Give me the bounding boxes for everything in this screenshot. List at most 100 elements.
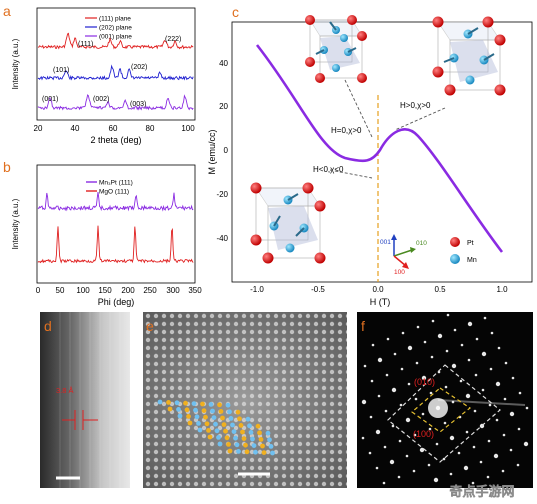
c-legend-pt: Pt	[467, 240, 474, 247]
f-diffraction-spot	[495, 418, 499, 422]
f-diffraction-spot	[401, 331, 405, 335]
panel-a-xticks: 20 40 60 80 100	[34, 124, 196, 133]
panel-b-frame	[36, 164, 196, 284]
f-diffraction-spot	[474, 373, 478, 377]
a-xtick-60: 60	[109, 124, 118, 133]
panel-a: a Intensity (a.u.) 20 40 60 80 100 2 the…	[3, 3, 196, 145]
f-diffraction-spot	[423, 340, 427, 344]
e-atom-marker	[224, 435, 230, 441]
e-atom-marker	[245, 416, 251, 422]
e-atom-marker	[251, 443, 257, 448]
f-diffraction-spot	[459, 379, 463, 383]
panel-a-frame	[36, 7, 196, 121]
e-atom-marker	[258, 437, 264, 442]
f-diffraction-spot	[473, 409, 477, 413]
f-diffraction-spot	[391, 424, 395, 428]
c-legend-mn-swatch	[450, 254, 460, 264]
e-atom-marker	[257, 430, 262, 436]
c-crystal-right	[432, 16, 506, 96]
f-diffraction-spot	[517, 427, 521, 431]
f-diffraction-spot	[407, 345, 413, 351]
a-xtick-80: 80	[146, 124, 155, 133]
f-diffraction-spot	[397, 475, 401, 479]
f-diffraction-spot	[449, 435, 455, 441]
panel-b-letter: b	[3, 159, 11, 175]
e-atom-marker	[243, 442, 248, 448]
c-annot-hpos: H>0,χ>0	[400, 101, 431, 110]
b-series-mgo	[37, 225, 194, 264]
e-atom-marker	[216, 435, 221, 440]
a-peak-202: (202)	[131, 64, 147, 71]
d-scale-label: 3.8 Å	[56, 386, 74, 395]
c-annot-hzero: H=0,χ>0	[331, 126, 362, 135]
f-diffraction-spot	[391, 387, 397, 393]
e-atom-marker	[221, 422, 227, 427]
c-ytick-m40: -40	[216, 234, 228, 243]
f-diffraction-spot	[384, 409, 388, 413]
b-xtick-300: 300	[166, 286, 180, 295]
f-center-beam	[428, 398, 448, 418]
e-atom-marker	[237, 416, 242, 422]
e-atom-marker	[174, 400, 180, 406]
panel-a-ylabel: Intensity (a.u.)	[11, 38, 20, 89]
f-diffraction-spot	[467, 321, 473, 327]
e-atom-marker	[253, 449, 258, 455]
f-diffraction-spot	[444, 385, 448, 389]
e-atom-marker	[244, 449, 250, 455]
f-diffraction-spot	[368, 451, 372, 455]
f-diffraction-spot	[369, 415, 373, 419]
f-diffraction-spot	[465, 430, 469, 434]
f-diffraction-spot	[460, 343, 464, 347]
panel-d-lattice	[59, 312, 121, 488]
f-diffraction-spot	[427, 463, 431, 467]
b-xtick-100: 100	[76, 286, 90, 295]
f-diffraction-spot	[430, 355, 434, 359]
f-diffraction-spot	[437, 333, 443, 339]
c-annot-hneg: H<0,χ<0	[313, 165, 344, 174]
c-ytick-20: 20	[219, 102, 228, 111]
f-diffraction-spot	[481, 351, 487, 357]
f-diffraction-spot	[433, 477, 439, 483]
e-atom-marker	[203, 414, 208, 420]
e-atom-marker	[194, 414, 200, 420]
b-legend-2: MgO (111)	[99, 189, 129, 196]
f-label-010: (010)	[414, 377, 435, 387]
f-diffraction-spot	[483, 316, 487, 320]
f-diffraction-spot	[481, 388, 485, 392]
e-atom-marker	[241, 436, 247, 441]
f-diffraction-spot	[509, 411, 515, 417]
a-series-111	[37, 32, 194, 50]
f-diffraction-spot	[489, 367, 493, 371]
a-legend-1: (111) plane	[99, 16, 131, 23]
f-diffraction-spot	[503, 397, 507, 401]
e-atom-marker	[214, 428, 220, 434]
f-diffraction-spot	[431, 319, 435, 323]
f-diffraction-spot	[416, 325, 420, 329]
a-legend-3: (001) plane	[99, 34, 132, 41]
a-xtick-20: 20	[34, 124, 43, 133]
panel-e: e	[143, 312, 347, 488]
f-inner-cell	[411, 387, 472, 433]
panel-c-ylabel: M (emu/cc)	[207, 129, 217, 174]
e-atom-marker	[238, 423, 244, 428]
c-ytick-40: 40	[219, 59, 228, 68]
e-atom-marker	[268, 444, 274, 449]
panel-d-image	[40, 312, 130, 488]
e-atom-marker	[255, 423, 261, 429]
f-label-100: (100)	[413, 429, 434, 439]
panel-a-legend: (111) plane (202) plane (001) plane	[85, 16, 132, 41]
b-xtick-200: 200	[121, 286, 135, 295]
f-diffraction-spot	[382, 481, 386, 485]
f-diffraction-spot	[463, 465, 469, 471]
e-atom-marker	[261, 450, 267, 455]
e-atom-marker	[233, 435, 238, 441]
e-atom-marker	[236, 449, 241, 454]
f-diffraction-spot	[465, 393, 471, 399]
panel-b: b Intensity (a.u.) Mn₃Pt (111) MgO (111)…	[3, 159, 202, 307]
f-diffraction-spot	[377, 357, 383, 363]
e-atom-marker	[183, 400, 188, 406]
c-axis-label-001: 001	[380, 239, 391, 246]
e-atom-marker	[225, 402, 231, 408]
f-diffraction-spot	[509, 448, 513, 452]
c-crystal-left	[250, 182, 326, 264]
